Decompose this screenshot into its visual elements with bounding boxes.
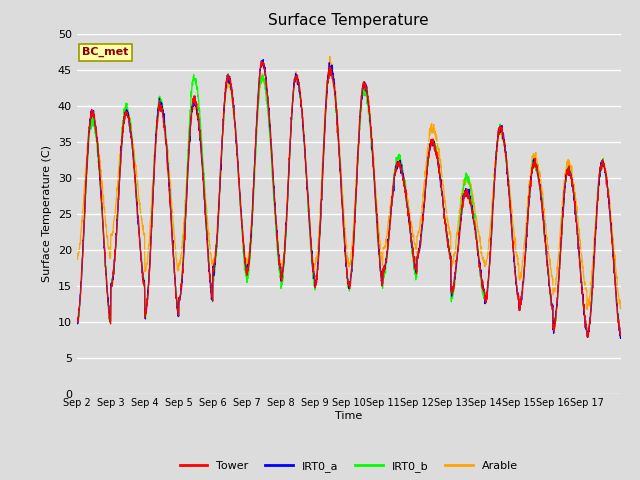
Text: BC_met: BC_met bbox=[82, 47, 129, 58]
Legend: Tower, IRT0_a, IRT0_b, Arable: Tower, IRT0_a, IRT0_b, Arable bbox=[175, 457, 522, 477]
Y-axis label: Surface Temperature (C): Surface Temperature (C) bbox=[42, 145, 52, 282]
Title: Surface Temperature: Surface Temperature bbox=[269, 13, 429, 28]
X-axis label: Time: Time bbox=[335, 411, 362, 421]
